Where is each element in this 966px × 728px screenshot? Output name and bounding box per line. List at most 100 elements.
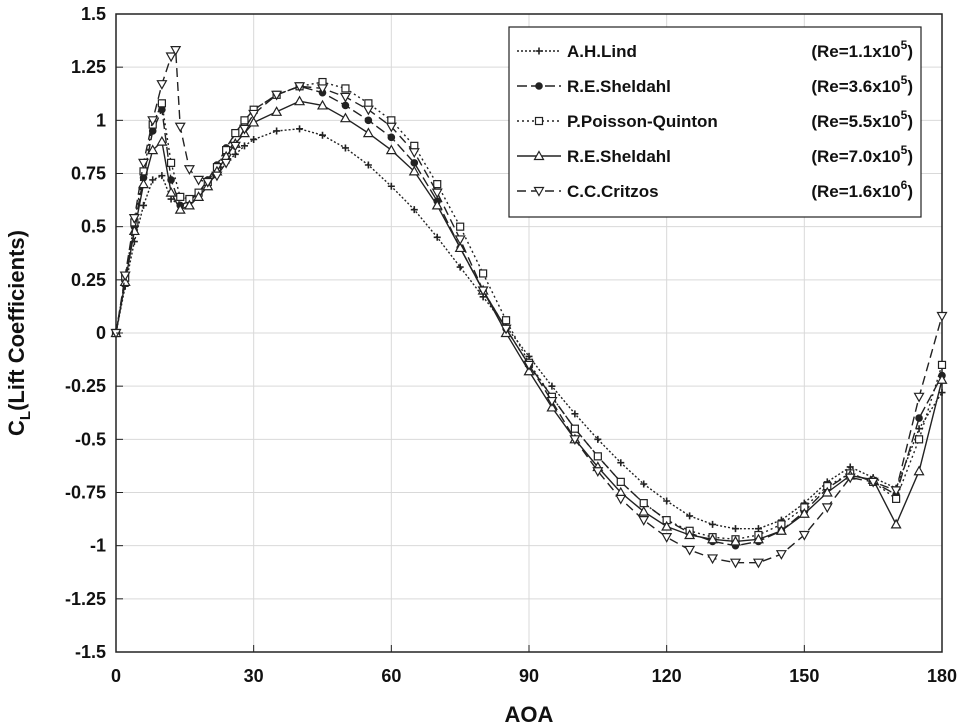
data-point — [183, 165, 195, 175]
legend-box — [508, 26, 922, 218]
data-point — [661, 520, 673, 531]
data-point — [892, 494, 901, 503]
data-point — [638, 505, 650, 516]
x-tick-label: 120 — [652, 666, 682, 686]
y-tick-label: -1 — [90, 536, 106, 556]
data-point — [431, 188, 443, 199]
y-tick-label: -0.5 — [75, 429, 106, 449]
data-point — [319, 131, 326, 139]
data-point — [408, 148, 420, 158]
data-point — [936, 311, 948, 322]
data-point — [548, 382, 556, 390]
data-point — [316, 84, 329, 95]
data-point — [798, 508, 810, 518]
data-point — [387, 182, 395, 190]
data-point — [477, 286, 489, 297]
data-point — [729, 535, 742, 546]
data-point — [546, 396, 558, 407]
data-point — [890, 486, 902, 497]
y-tick-label: 1 — [96, 110, 106, 130]
data-point — [341, 84, 350, 93]
data-point — [149, 176, 157, 184]
data-point — [501, 316, 511, 325]
legend-marker — [535, 82, 543, 90]
data-point — [385, 144, 397, 155]
data-point — [362, 105, 374, 116]
data-point — [229, 141, 241, 152]
y-tick-label: -0.25 — [65, 376, 106, 396]
data-point — [271, 106, 283, 116]
legend-entry: P.Poisson-Quinton (Re=5.5x105) — [517, 108, 913, 131]
data-point — [138, 158, 150, 169]
data-point — [640, 480, 648, 488]
data-point — [775, 525, 787, 535]
data-point — [410, 159, 419, 167]
legend-reynolds-number: (Re=1.1x105) — [811, 38, 913, 61]
data-point — [752, 533, 764, 544]
data-point — [890, 518, 902, 529]
data-point — [183, 199, 195, 210]
series-line — [115, 81, 943, 541]
data-point — [341, 144, 349, 152]
data-point — [140, 201, 148, 209]
data-point — [410, 206, 418, 214]
legend-series-name: P.Poisson-Quinton — [567, 112, 718, 131]
legend-entry: C.C.Critzos (Re=1.6x106) — [517, 178, 913, 201]
y-tick-label: -1.25 — [65, 589, 106, 609]
data-point — [456, 222, 465, 231]
x-tick-label: 60 — [381, 666, 401, 686]
legend-reynolds-number: (Re=3.6x105) — [811, 73, 913, 96]
x-axis-ticks: 0 30 60 90 120 150 180 — [111, 645, 957, 686]
legend-marker — [534, 116, 544, 126]
series-5 — [110, 46, 948, 569]
legend: A.H.Lind (Re=1.1x105) R.E.Sheldahl (Re=3.6x… — [508, 26, 922, 218]
legend-series-name: R.E.Sheldahl — [567, 77, 671, 96]
data-point — [616, 477, 625, 486]
legend-marker — [533, 150, 545, 161]
y-axis-title: CL(Lift Coefficients) — [4, 230, 34, 436]
y-tick-label: 0.25 — [71, 270, 106, 290]
data-point — [914, 435, 924, 444]
y-tick-label: 1.25 — [71, 57, 106, 77]
data-point — [684, 545, 696, 556]
series-line — [115, 85, 943, 547]
data-point — [709, 520, 717, 528]
series-line — [115, 100, 943, 543]
data-point — [571, 410, 579, 418]
data-point — [915, 425, 923, 433]
data-point — [594, 435, 602, 443]
data-point — [569, 435, 581, 446]
data-point — [166, 158, 176, 167]
data-point — [202, 177, 214, 188]
data-point — [128, 214, 140, 224]
y-axis-title-rest: (Lift Coefficients) — [4, 230, 29, 411]
x-tick-label: 30 — [244, 666, 264, 686]
data-point — [176, 192, 185, 201]
data-point — [408, 165, 420, 176]
data-point — [364, 116, 373, 125]
legend-reynolds-number: (Re=1.6x106) — [811, 178, 913, 201]
data-point — [936, 374, 948, 384]
data-point — [238, 124, 251, 135]
data-point — [271, 90, 283, 101]
data-point — [821, 503, 833, 514]
data-point — [387, 133, 396, 142]
data-point — [165, 52, 177, 63]
data-point — [684, 529, 696, 540]
data-point — [500, 324, 512, 335]
data-point — [617, 459, 625, 467]
y-tick-label: -0.75 — [65, 483, 106, 503]
data-point — [294, 95, 306, 106]
data-point — [248, 116, 260, 127]
legend-entry: R.E.Sheldahl (Re=7.0x105) — [517, 143, 913, 166]
data-point — [523, 365, 535, 376]
y-axis-title-subscript: L — [17, 411, 34, 420]
data-point — [593, 452, 602, 461]
data-point — [296, 125, 304, 133]
data-point — [707, 554, 719, 565]
data-point — [479, 269, 488, 278]
data-point — [158, 172, 166, 180]
legend-entry: A.H.Lind (Re=1.1x105) — [517, 38, 913, 61]
data-point — [147, 144, 159, 155]
data-point — [433, 180, 442, 189]
